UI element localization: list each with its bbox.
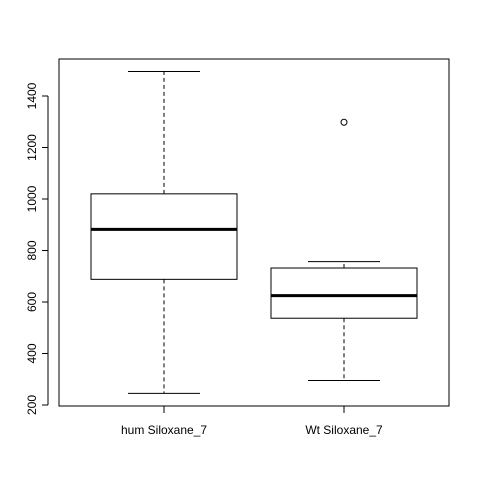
x-tick-label: hum Siloxane_7 [121, 423, 207, 437]
box-group-1 [90, 71, 238, 394]
outlier-point [340, 118, 348, 126]
y-tick-label: 1200 [25, 134, 39, 161]
y-tick-label: 400 [25, 343, 39, 363]
y-tick-label: 1000 [25, 185, 39, 212]
y-axis: 200 400 600 800 1000 1200 1400 [25, 82, 49, 415]
box-group-2 [270, 118, 418, 382]
iqr-box [90, 193, 238, 280]
y-tick-label: 600 [25, 292, 39, 312]
y-tick-label: 800 [25, 240, 39, 260]
boxes [90, 71, 418, 394]
x-tick-label: Wt Siloxane_7 [305, 423, 383, 437]
y-tick-label: 200 [25, 395, 39, 415]
y-tick-label: 1400 [25, 82, 39, 109]
iqr-box [270, 267, 418, 319]
x-axis: hum Siloxane_7 Wt Siloxane_7 [121, 405, 383, 437]
